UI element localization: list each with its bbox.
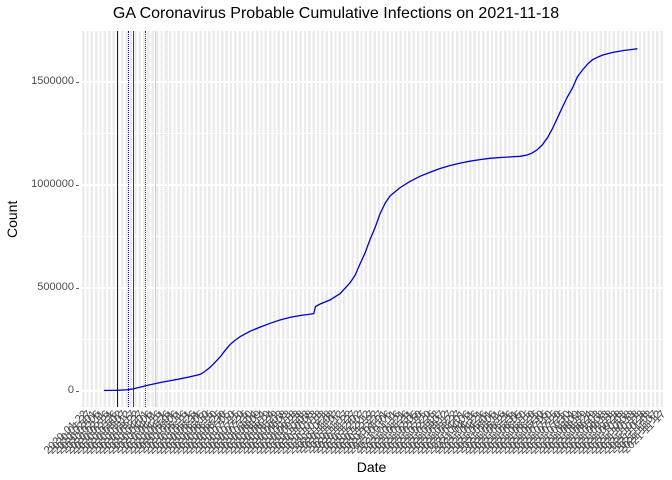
reference-vline-dotted — [145, 31, 146, 407]
y-major-gridline — [80, 286, 663, 289]
y-tick-mark — [76, 287, 79, 289]
y-tick-label: 1000000 — [31, 178, 74, 190]
y-major-gridline — [80, 389, 663, 392]
y-tick-label: 0 — [67, 384, 74, 396]
y-minor-gridline — [80, 338, 663, 340]
x-axis-title: Date — [356, 459, 387, 475]
reference-vline-dotted — [166, 31, 168, 407]
reference-vline-dotted — [127, 31, 129, 407]
y-tick-label: 500000 — [37, 281, 74, 293]
infections-line-plot — [103, 48, 638, 392]
y-tick-mark — [76, 184, 79, 186]
y-major-gridline — [80, 183, 663, 186]
chart-title: GA Coronavirus Probable Cumulative Infec… — [112, 5, 560, 22]
y-tick-mark — [76, 81, 79, 83]
y-tick-mark — [76, 390, 79, 392]
y-major-gridline — [80, 80, 663, 83]
infections-line — [103, 48, 638, 392]
plot-panel — [80, 31, 663, 407]
reference-vline-solid — [154, 31, 156, 407]
reference-vline-solid — [132, 31, 134, 407]
reference-vline-solid — [117, 31, 119, 407]
y-tick-label: 1500000 — [31, 75, 74, 87]
y-minor-gridline — [80, 132, 663, 134]
